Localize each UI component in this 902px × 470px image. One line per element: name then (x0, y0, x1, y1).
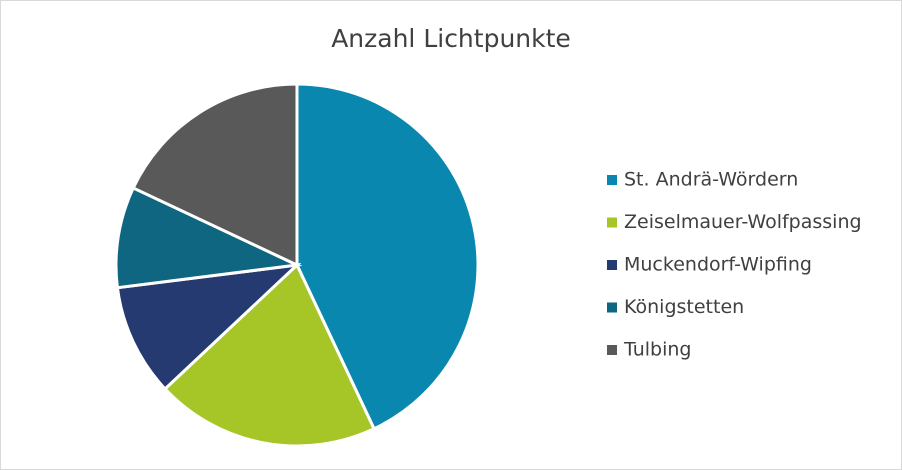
legend-swatch (607, 302, 617, 313)
chart-title: Anzahl Lichtpunkte (331, 24, 571, 53)
pie-slice (131, 82, 299, 268)
legend-label: Zeiselmauer-Wolfpassing (624, 211, 862, 233)
pie-slice (115, 262, 302, 392)
legend-swatch (607, 260, 617, 270)
pie-slice (114, 185, 303, 290)
legend-swatch (607, 175, 617, 185)
legend-swatch (607, 217, 617, 228)
pie-slice (162, 262, 377, 448)
legend-label: Königstetten (624, 296, 744, 318)
pie-slice (295, 82, 480, 431)
legend-swatch (607, 345, 617, 355)
legend-label: St. Andrä-Wördern (624, 169, 798, 191)
legend-label: Tulbing (623, 339, 691, 361)
legend-label: Muckendorf-Wipfing (624, 254, 812, 276)
